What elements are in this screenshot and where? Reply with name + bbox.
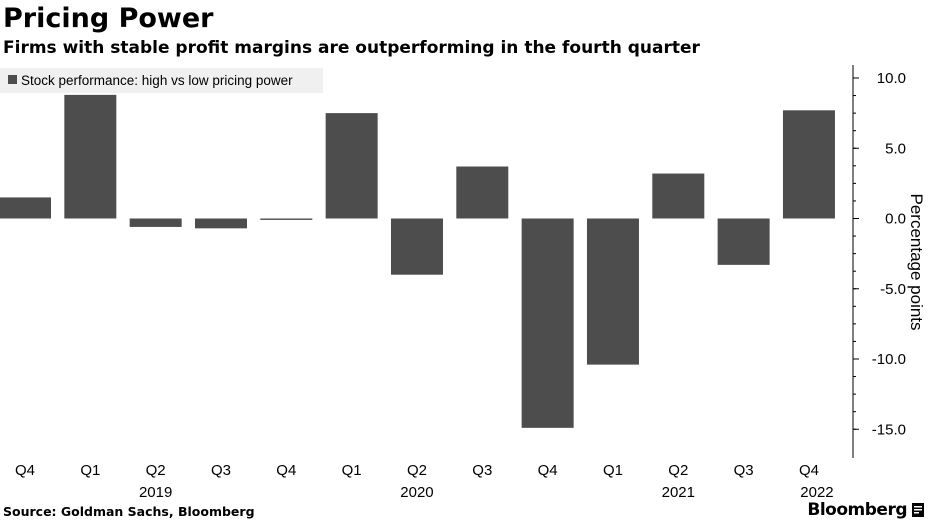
bar: [0, 197, 51, 219]
x-tick-label: Q3: [472, 462, 492, 479]
terminal-icon: [912, 503, 924, 517]
y-axis-title: Percentage points: [907, 193, 926, 330]
bar-chart: Stock performance: high vs low pricing p…: [0, 65, 926, 500]
brand-name: Bloomberg: [807, 500, 907, 520]
bar: [586, 218, 639, 365]
legend-label: Stock performance: high vs low pricing p…: [21, 73, 293, 88]
bar: [129, 218, 182, 227]
y-tick-label: 5.0: [885, 140, 906, 157]
x-tick-label: Q4: [276, 462, 296, 479]
x-tick-label: Q2: [146, 462, 166, 479]
x-tick-label: Q2: [668, 462, 688, 479]
chart-title: Pricing Power: [3, 3, 214, 34]
legend-box: [0, 68, 323, 93]
bar: [325, 113, 378, 219]
x-tick-label: Q1: [603, 462, 623, 479]
y-tick-label: -10.0: [872, 351, 906, 368]
bar: [782, 110, 835, 219]
x-tick-label: Q4: [799, 462, 819, 479]
x-tick-label: Q4: [15, 462, 35, 479]
y-tick-label: 0.0: [885, 211, 906, 228]
bloomberg-logo: Bloomberg: [807, 499, 924, 521]
x-year-label: 2021: [662, 484, 695, 500]
x-tick-label: Q3: [734, 462, 754, 479]
bar: [194, 218, 247, 229]
source-note: Source: Goldman Sachs, Bloomberg: [3, 504, 255, 519]
x-year-label: 2022: [800, 484, 833, 500]
bar: [456, 166, 509, 219]
x-year-label: 2019: [139, 484, 172, 500]
x-tick-label: Q4: [538, 462, 558, 479]
bar: [64, 94, 117, 219]
bar: [717, 218, 770, 265]
x-tick-label: Q1: [80, 462, 100, 479]
x-year-label: 2020: [400, 484, 433, 500]
x-tick-label: Q1: [342, 462, 362, 479]
x-tick-label: Q3: [211, 462, 231, 479]
bar: [390, 218, 443, 275]
bar: [260, 218, 313, 220]
y-tick-label: -15.0: [872, 421, 906, 438]
y-tick-label: -5.0: [880, 281, 906, 298]
bar: [652, 173, 705, 219]
legend-swatch: [8, 75, 17, 84]
y-tick-label: 10.0: [877, 70, 906, 87]
chart-subtitle: Firms with stable profit margins are out…: [3, 38, 700, 58]
x-tick-label: Q2: [407, 462, 427, 479]
bar: [521, 218, 574, 428]
